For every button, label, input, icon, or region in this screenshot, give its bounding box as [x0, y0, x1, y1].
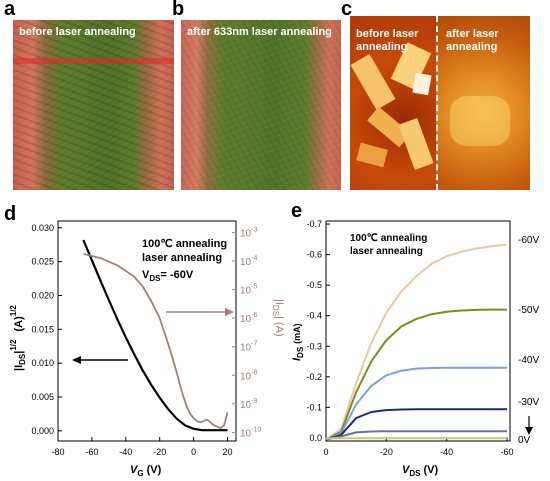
- y-left-tick-label: 0.005: [31, 392, 54, 402]
- micrograph-label-left: before laser annealing: [356, 28, 419, 53]
- gate-voltage-label: 0V: [518, 435, 531, 446]
- panel-letter-b: b: [172, 0, 185, 20]
- x-tick-label: -40: [440, 447, 453, 457]
- annotation-line1: 100℃ annealing: [350, 233, 427, 244]
- y-tick-label: -0.4: [306, 311, 322, 321]
- series-line: [325, 243, 508, 441]
- gate-voltage-label: -40V: [518, 355, 539, 366]
- y-axis-label-right: |IDS| (A): [271, 299, 285, 337]
- y-tick-label: -0.3: [306, 341, 322, 351]
- gate-voltage-label: -50V: [518, 305, 539, 316]
- panel-letter-a: a: [4, 0, 16, 20]
- x-tick-label: -40: [119, 447, 132, 457]
- x-tick-label: -20: [380, 447, 393, 457]
- y-left-tick-label: 0.015: [31, 324, 54, 334]
- x-axis-label: VDS (V): [402, 464, 438, 478]
- x-tick-label: -80: [51, 447, 64, 457]
- series-line: [325, 408, 507, 441]
- series-line: [325, 366, 507, 441]
- annotation-line3: VDS= -60V: [142, 269, 194, 283]
- y-tick-label: -0.1: [306, 402, 322, 412]
- x-tick-label: 0: [323, 447, 328, 457]
- y-right-tick-label: 10-5: [240, 284, 257, 297]
- afm-image-comparison: before laser annealing after laser annea…: [350, 16, 530, 190]
- x-tick-label: -20: [153, 447, 166, 457]
- y-left-tick-label: 0.020: [31, 290, 54, 300]
- panel-letter-e: e: [291, 200, 303, 222]
- plot-frame: [57, 220, 237, 442]
- transfer-curve-chart: -80 -60 -40 -20 0 20 0.000 0.005 0.010 0.015 0.020…: [9, 220, 285, 478]
- x-axis-label: VG (V): [130, 464, 162, 478]
- y-tick-label: -0.5: [306, 280, 322, 290]
- y-right-tick-label: 10-8: [240, 369, 257, 382]
- x-tick-label: -60: [85, 447, 98, 457]
- y-tick-label: -0.7: [306, 219, 322, 229]
- annotation-line2: laser annealing: [142, 252, 222, 264]
- y-right-tick-label: 10-10: [240, 426, 261, 439]
- divider-line: [436, 16, 438, 190]
- series-sqrt-ids: [82, 239, 228, 432]
- x-tick-label: -60: [500, 447, 513, 457]
- output-curve-chart: 0 -20 -40 -60 0.0 -0.1 -0.2 -0.3 -0.4 -0.5 -0.6 -0.…: [291, 219, 539, 478]
- micrograph-label: before laser annealing: [19, 26, 136, 38]
- y-left-tick-label: 0.010: [31, 358, 54, 368]
- y-right-tick-label: 10-6: [240, 312, 257, 325]
- y-axis-label-left: |IDS|1/2(A)1/2: [9, 305, 27, 371]
- x-tick-label: 0: [191, 447, 196, 457]
- gate-voltage-label: -30V: [518, 397, 539, 408]
- micrograph-before-annealing: before laser annealing: [13, 20, 174, 190]
- micrograph-label: after 633nm laser annealing: [187, 26, 332, 38]
- arrow-to-right-axis: [166, 308, 234, 316]
- y-left-tick-label: 0.000: [31, 426, 54, 436]
- micrograph-label-right: after laser annealing: [446, 28, 499, 53]
- panel-letter-d: d: [4, 203, 17, 225]
- y-right-tick-label: 10-3: [240, 226, 257, 239]
- series-line: [325, 308, 507, 441]
- annotation-line1: 100℃ annealing: [142, 238, 227, 250]
- down-arrow: [525, 416, 533, 435]
- gate-voltage-label: -60V: [518, 235, 539, 246]
- y-axis-label: IDS(mA): [291, 323, 305, 361]
- arrow-to-left-axis: [72, 356, 128, 364]
- y-right-tick-label: 10-9: [240, 398, 257, 411]
- y-left-tick-label: 0.025: [31, 257, 54, 267]
- annotation-line2: laser annealing: [350, 246, 423, 257]
- y-tick-label: -0.2: [306, 372, 322, 382]
- panel-letter-c: c: [341, 0, 353, 20]
- x-tick-label: 20: [223, 447, 233, 457]
- y-left-tick-label: 0.030: [31, 223, 54, 233]
- plot-frame: [325, 220, 511, 442]
- micrograph-after-633nm-annealing: after 633nm laser annealing: [181, 20, 341, 190]
- y-right-tick-label: 10-4: [240, 255, 257, 268]
- series-line: [325, 430, 507, 441]
- y-tick-label: -0.6: [306, 250, 322, 260]
- series-log-ids: [83, 253, 229, 430]
- y-tick-label: 0.0: [309, 433, 322, 443]
- y-right-tick-label: 10-7: [240, 341, 257, 354]
